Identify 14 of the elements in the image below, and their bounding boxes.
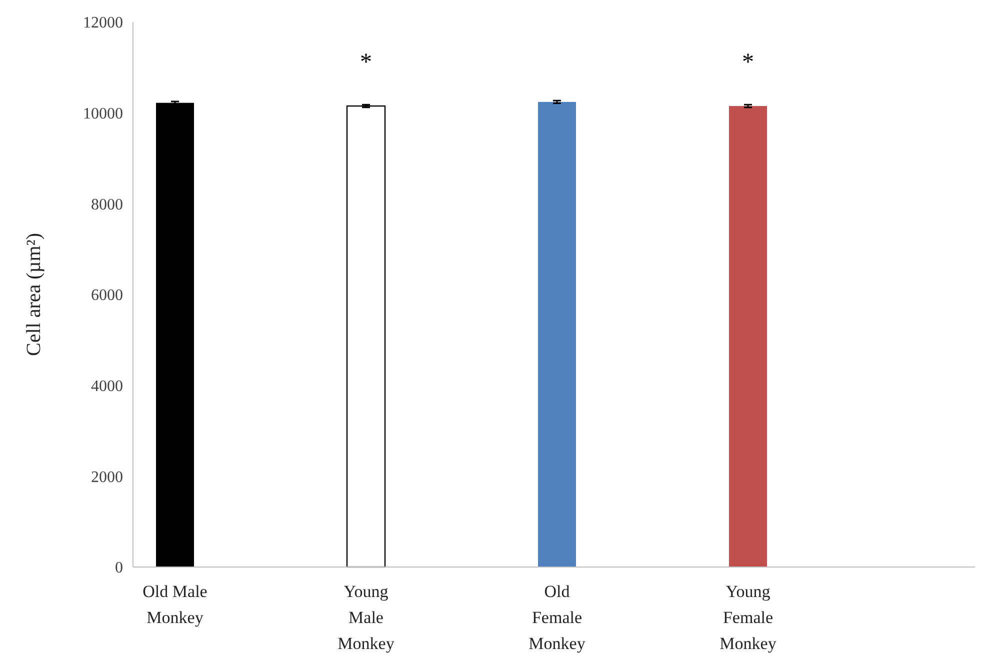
x-tick-label: Old Male Monkey — [142, 582, 208, 627]
y-tick-label: 8000 — [91, 196, 123, 214]
y-tick-label: 0 — [115, 560, 123, 577]
y-tick-label: 6000 — [91, 287, 123, 304]
y-tick-label: 10000 — [83, 105, 123, 122]
x-tick-label: Young Female Monkey — [720, 582, 777, 653]
x-tick-label: Young Male Monkey — [338, 582, 395, 653]
annotation: * — [360, 49, 372, 76]
y-tick-label: 2000 — [91, 468, 123, 486]
y-tick-label: 4000 — [91, 378, 123, 395]
x-tick-label: Old Female Monkey — [528, 582, 586, 653]
y-axis-title: Cell area (µm²) — [23, 232, 45, 356]
annotation: * — [742, 49, 754, 76]
y-tick-label: 12000 — [83, 14, 123, 32]
